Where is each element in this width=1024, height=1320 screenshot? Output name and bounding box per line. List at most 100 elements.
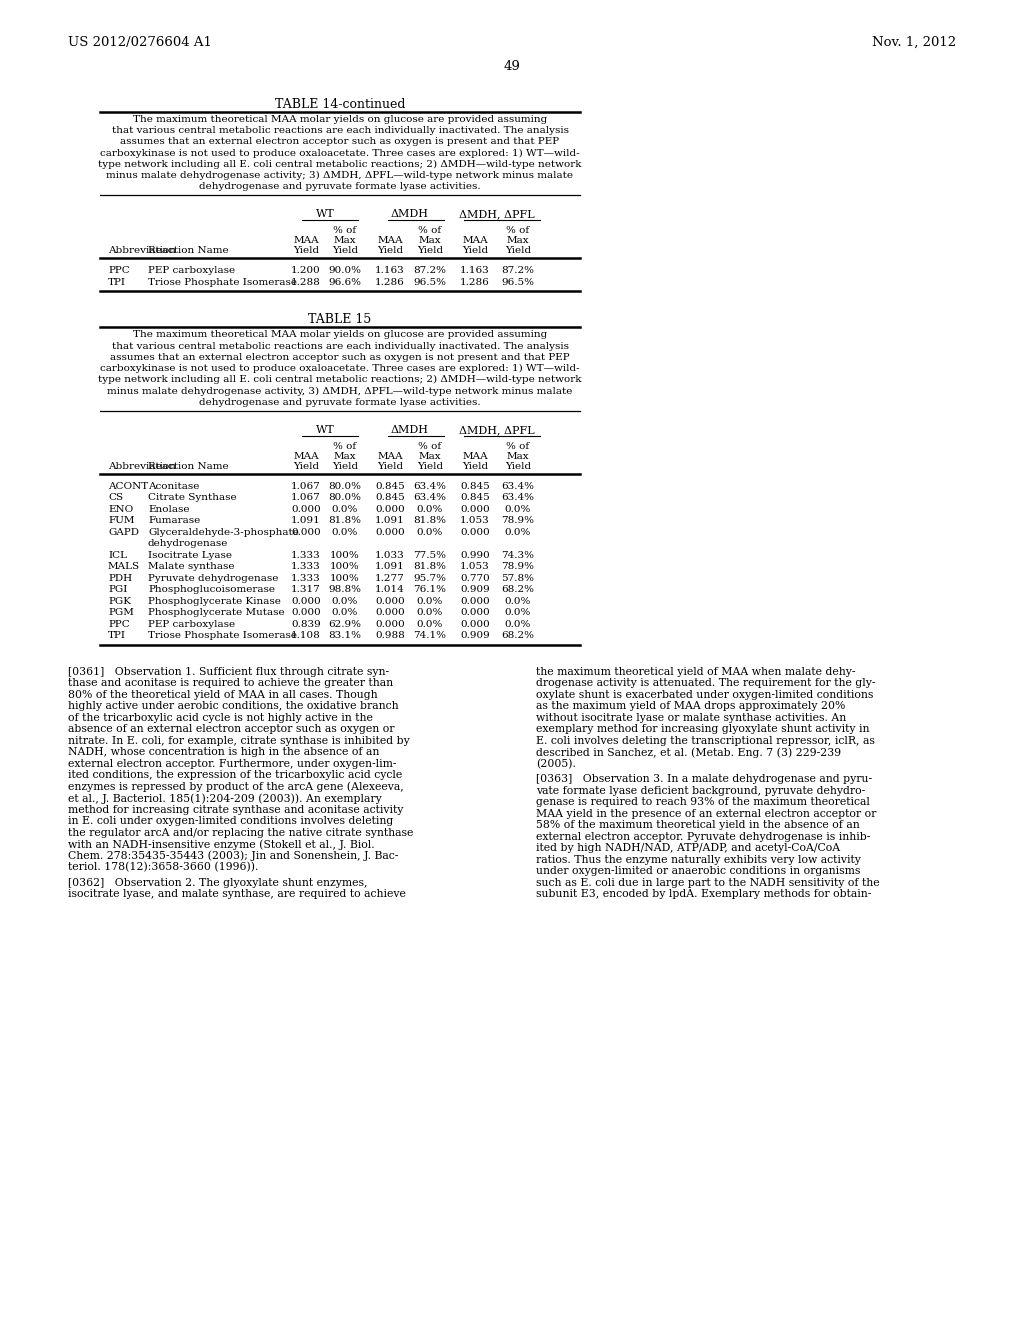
Text: Pyruvate dehydrogenase: Pyruvate dehydrogenase — [148, 574, 279, 583]
Text: % of: % of — [507, 442, 529, 451]
Text: 68.2%: 68.2% — [502, 631, 535, 640]
Text: 0.990: 0.990 — [460, 550, 489, 560]
Text: 96.6%: 96.6% — [329, 279, 361, 286]
Text: nitrate. In E. coli, for example, citrate synthase is inhibited by: nitrate. In E. coli, for example, citrat… — [68, 735, 410, 746]
Text: Yield: Yield — [462, 462, 488, 471]
Text: 1.286: 1.286 — [375, 279, 404, 286]
Text: teriol. 178(12):3658-3660 (1996)).: teriol. 178(12):3658-3660 (1996)). — [68, 862, 258, 873]
Text: 0.0%: 0.0% — [505, 597, 531, 606]
Text: Isocitrate Lyase: Isocitrate Lyase — [148, 550, 232, 560]
Text: Max: Max — [334, 451, 356, 461]
Text: drogenase activity is attenuated. The requirement for the gly-: drogenase activity is attenuated. The re… — [536, 678, 876, 688]
Text: Max: Max — [419, 236, 441, 246]
Text: 0.0%: 0.0% — [505, 528, 531, 537]
Text: 0.0%: 0.0% — [332, 609, 358, 618]
Text: MAA: MAA — [462, 451, 487, 461]
Text: assumes that an external electron acceptor such as oxygen is not present and tha: assumes that an external electron accept… — [111, 352, 569, 362]
Text: described in Sanchez, et al. (Metab. Eng. 7 (3) 229-239: described in Sanchez, et al. (Metab. Eng… — [536, 747, 841, 758]
Text: ΔMDH, ΔPFL: ΔMDH, ΔPFL — [459, 210, 535, 219]
Text: Yield: Yield — [462, 247, 488, 255]
Text: 63.4%: 63.4% — [502, 482, 535, 491]
Text: 0.845: 0.845 — [375, 494, 404, 503]
Text: Max: Max — [507, 236, 529, 246]
Text: 0.000: 0.000 — [460, 620, 489, 628]
Text: 0.988: 0.988 — [375, 631, 404, 640]
Text: Reaction Name: Reaction Name — [148, 247, 228, 255]
Text: Yield: Yield — [293, 247, 319, 255]
Text: oxylate shunt is exacerbated under oxygen-limited conditions: oxylate shunt is exacerbated under oxyge… — [536, 690, 873, 700]
Text: Abbreviation: Abbreviation — [108, 462, 176, 471]
Text: 1.108: 1.108 — [291, 631, 321, 640]
Text: 0.0%: 0.0% — [332, 504, 358, 513]
Text: 0.000: 0.000 — [291, 597, 321, 606]
Text: 49: 49 — [504, 59, 520, 73]
Text: 0.0%: 0.0% — [417, 528, 443, 537]
Text: 81.8%: 81.8% — [414, 516, 446, 525]
Text: with an NADH-insensitive enzyme (Stokell et al., J. Biol.: with an NADH-insensitive enzyme (Stokell… — [68, 840, 375, 850]
Text: MAA yield in the presence of an external electron acceptor or: MAA yield in the presence of an external… — [536, 809, 877, 818]
Text: ACONT: ACONT — [108, 482, 148, 491]
Text: PEP carboxylase: PEP carboxylase — [148, 620, 236, 628]
Text: 0.000: 0.000 — [375, 504, 404, 513]
Text: Max: Max — [419, 451, 441, 461]
Text: ICL: ICL — [108, 550, 127, 560]
Text: 0.0%: 0.0% — [332, 528, 358, 537]
Text: type network including all E. coli central metabolic reactions; 2) ΔMDH—wild-typ: type network including all E. coli centr… — [98, 160, 582, 169]
Text: 0.000: 0.000 — [375, 528, 404, 537]
Text: Yield: Yield — [332, 247, 358, 255]
Text: exemplary method for increasing glyoxylate shunt activity in: exemplary method for increasing glyoxyla… — [536, 725, 869, 734]
Text: 100%: 100% — [330, 574, 359, 583]
Text: 0.0%: 0.0% — [505, 620, 531, 628]
Text: dehydrogenase and pyruvate formate lyase activities.: dehydrogenase and pyruvate formate lyase… — [200, 397, 481, 407]
Text: Yield: Yield — [505, 462, 531, 471]
Text: the regulator arcA and/or replacing the native citrate synthase: the regulator arcA and/or replacing the … — [68, 828, 414, 838]
Text: 80.0%: 80.0% — [329, 494, 361, 503]
Text: PGM: PGM — [108, 609, 134, 618]
Text: Reaction Name: Reaction Name — [148, 462, 228, 471]
Text: 1.163: 1.163 — [460, 267, 489, 276]
Text: dehydrogenase and pyruvate formate lyase activities.: dehydrogenase and pyruvate formate lyase… — [200, 182, 481, 191]
Text: MAA: MAA — [293, 236, 318, 246]
Text: Yield: Yield — [417, 462, 443, 471]
Text: 90.0%: 90.0% — [329, 267, 361, 276]
Text: 62.9%: 62.9% — [329, 620, 361, 628]
Text: ratios. Thus the enzyme naturally exhibits very low activity: ratios. Thus the enzyme naturally exhibi… — [536, 855, 861, 865]
Text: % of: % of — [419, 227, 441, 235]
Text: 0.000: 0.000 — [291, 528, 321, 537]
Text: 1.333: 1.333 — [291, 550, 321, 560]
Text: 80.0%: 80.0% — [329, 482, 361, 491]
Text: [0362]   Observation 2. The glyoxylate shunt enzymes,: [0362] Observation 2. The glyoxylate shu… — [68, 878, 368, 888]
Text: PPC: PPC — [108, 620, 130, 628]
Text: 1.091: 1.091 — [291, 516, 321, 525]
Text: The maximum theoretical MAA molar yields on glucose are provided assuming: The maximum theoretical MAA molar yields… — [133, 330, 547, 339]
Text: dehydrogenase: dehydrogenase — [148, 540, 228, 548]
Text: method for increasing citrate synthase and aconitase activity: method for increasing citrate synthase a… — [68, 805, 403, 814]
Text: 63.4%: 63.4% — [414, 494, 446, 503]
Text: ited conditions, the expression of the tricarboxylic acid cycle: ited conditions, the expression of the t… — [68, 771, 402, 780]
Text: isocitrate lyase, and malate synthase, are required to achieve: isocitrate lyase, and malate synthase, a… — [68, 890, 406, 899]
Text: 1.286: 1.286 — [460, 279, 489, 286]
Text: ΔMDH: ΔMDH — [391, 210, 429, 219]
Text: [0363]   Observation 3. In a malate dehydrogenase and pyru-: [0363] Observation 3. In a malate dehydr… — [536, 775, 872, 784]
Text: 76.1%: 76.1% — [414, 585, 446, 594]
Text: Yield: Yield — [293, 462, 319, 471]
Text: 68.2%: 68.2% — [502, 585, 535, 594]
Text: 74.1%: 74.1% — [414, 631, 446, 640]
Text: 1.317: 1.317 — [291, 585, 321, 594]
Text: 78.9%: 78.9% — [502, 516, 535, 525]
Text: thase and aconitase is required to achieve the greater than: thase and aconitase is required to achie… — [68, 678, 393, 688]
Text: 0.000: 0.000 — [291, 504, 321, 513]
Text: 57.8%: 57.8% — [502, 574, 535, 583]
Text: Yield: Yield — [417, 247, 443, 255]
Text: WT: WT — [315, 210, 335, 219]
Text: 83.1%: 83.1% — [329, 631, 361, 640]
Text: Malate synthase: Malate synthase — [148, 562, 234, 572]
Text: 0.0%: 0.0% — [417, 609, 443, 618]
Text: 0.0%: 0.0% — [505, 609, 531, 618]
Text: vate formate lyase deficient background, pyruvate dehydro-: vate formate lyase deficient background,… — [536, 785, 865, 796]
Text: Triose Phosphate Isomerase: Triose Phosphate Isomerase — [148, 631, 297, 640]
Text: Fumarase: Fumarase — [148, 516, 201, 525]
Text: MAA: MAA — [293, 451, 318, 461]
Text: MAA: MAA — [377, 236, 402, 246]
Text: 0.0%: 0.0% — [417, 620, 443, 628]
